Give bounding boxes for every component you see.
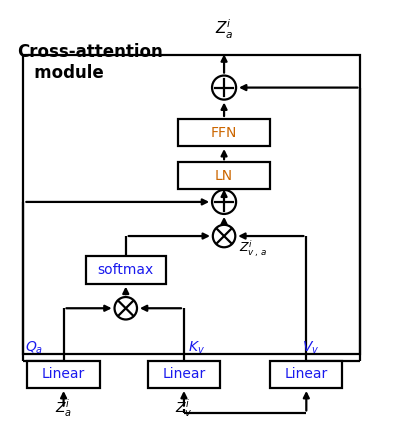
FancyBboxPatch shape [178, 119, 270, 146]
Text: LN: LN [215, 169, 233, 183]
Text: $K_v$: $K_v$ [188, 340, 205, 356]
FancyBboxPatch shape [86, 257, 166, 284]
FancyBboxPatch shape [27, 361, 100, 388]
Text: $Q_a$: $Q_a$ [25, 340, 44, 356]
Circle shape [213, 225, 235, 247]
Text: $V_v$: $V_v$ [302, 340, 320, 356]
Text: $Z^i_v$: $Z^i_v$ [175, 396, 193, 418]
Circle shape [212, 190, 236, 214]
Text: Linear: Linear [42, 367, 85, 381]
Text: $Z^i_a$: $Z^i_a$ [55, 396, 72, 418]
Text: Linear: Linear [162, 367, 206, 381]
Text: softmax: softmax [98, 263, 154, 277]
Text: $Z^i_{v\,,\,a}$: $Z^i_{v\,,\,a}$ [239, 238, 267, 259]
Text: $Z^i_a$: $Z^i_a$ [215, 18, 234, 42]
FancyBboxPatch shape [178, 162, 270, 190]
FancyBboxPatch shape [148, 361, 220, 388]
FancyBboxPatch shape [270, 361, 343, 388]
Text: Cross-attention
   module: Cross-attention module [17, 43, 163, 82]
Text: Linear: Linear [285, 367, 328, 381]
Circle shape [114, 297, 137, 319]
Text: FFN: FFN [211, 125, 237, 139]
Circle shape [212, 76, 236, 99]
